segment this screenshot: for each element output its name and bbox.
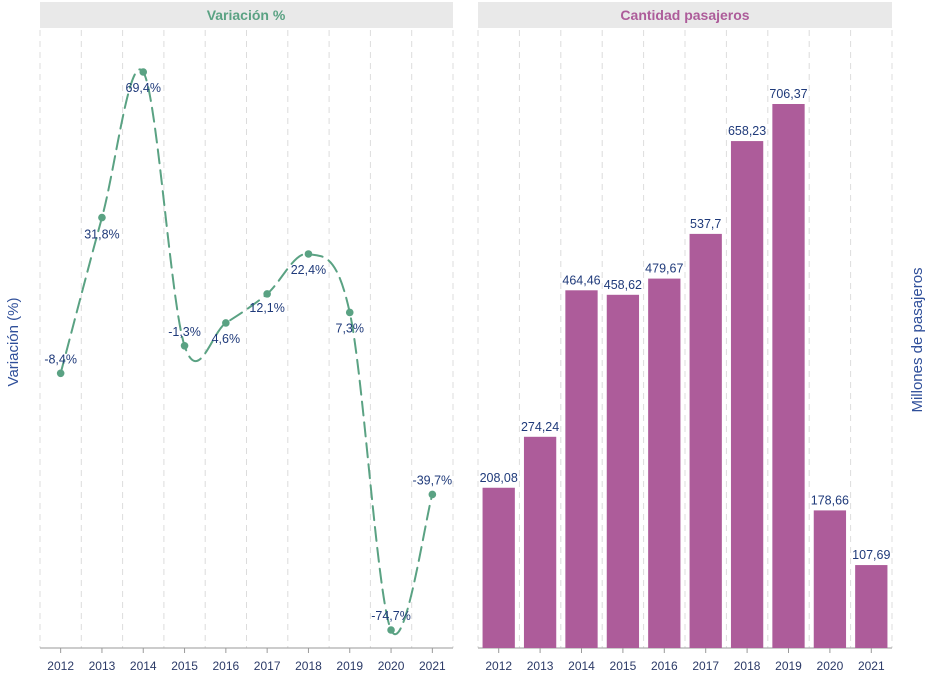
right-panel-title: Cantidad pasajeros	[620, 7, 749, 23]
right-x-tick-label: 2015	[610, 659, 637, 673]
right-x-tick-label: 2014	[568, 659, 595, 673]
left-grid	[39, 30, 454, 648]
bar-value-label: 706,37	[769, 87, 807, 101]
line-value-label: -8,4%	[44, 352, 77, 366]
line-value-label: 12,1%	[249, 301, 284, 315]
left-x-tick-label: 2018	[295, 659, 322, 673]
variation-line	[59, 68, 434, 635]
line-value-label: -39,7%	[413, 473, 453, 487]
bar-value-label: 458,62	[604, 278, 642, 292]
bar	[482, 487, 515, 648]
line-point	[428, 490, 437, 499]
right-x-tick-label: 2019	[775, 659, 802, 673]
line-point	[139, 68, 148, 76]
line-point	[222, 319, 230, 327]
bar	[689, 233, 722, 648]
line-value-label: 7,3%	[336, 321, 365, 335]
line-data-labels: -8,4% 31,8% 69,4% -1,3% 4,6% 12,1% 22,4% 7,3% -7…	[44, 81, 452, 623]
line-points	[56, 68, 437, 634]
line-value-label: 22,4%	[291, 263, 326, 277]
right-x-tick-label: 2012	[485, 659, 512, 673]
bar	[565, 290, 598, 648]
line-series	[59, 68, 434, 635]
left-x-tick-label: 2015	[171, 659, 198, 673]
bar-value-label: 537,7	[690, 217, 721, 231]
right-x-tick-label: 2020	[817, 659, 844, 673]
bar	[606, 294, 640, 648]
right-x-tick-label: 2018	[734, 659, 761, 673]
line-value-label: 69,4%	[126, 81, 161, 95]
bar-value-label: 178,66	[811, 493, 849, 507]
line-point	[98, 213, 106, 222]
right-x-tick-label: 2021	[858, 659, 885, 673]
right-y-axis-label: Millones de pasajeros	[909, 267, 926, 412]
left-x-tick-label: 2021	[419, 659, 446, 673]
left-x-tick-label: 2014	[130, 659, 157, 673]
right-x-axis: 2012 2013 2014 2015 2016 2017 2018 2019 2020 2021	[478, 647, 892, 673]
left-y-axis-label: Variación (%)	[5, 298, 22, 387]
left-x-tick-label: 2020	[378, 659, 405, 673]
left-panel-header	[40, 2, 453, 28]
line-point	[56, 369, 65, 378]
line-value-label: 4,6%	[212, 332, 241, 346]
left-x-tick-label: 2013	[89, 659, 116, 673]
left-panel-title: Variación %	[207, 7, 286, 23]
right-grid	[477, 30, 893, 648]
left-x-tick-label: 2019	[336, 659, 363, 673]
line-point	[180, 341, 189, 350]
right-x-tick-label: 2016	[651, 659, 678, 673]
bar	[730, 141, 764, 648]
left-x-tick-label: 2016	[212, 659, 239, 673]
line-point	[345, 308, 354, 317]
bar-value-label: 208,08	[480, 471, 518, 485]
right-x-tick-label: 2013	[527, 659, 554, 673]
left-x-axis: 2012 2013 2014 2015 2016 2017 2018 2019 2020 2021	[40, 647, 453, 673]
bar	[648, 278, 681, 648]
line-point	[304, 250, 313, 258]
left-x-tick-label: 2012	[47, 659, 74, 673]
bar-value-label: 479,67	[645, 262, 683, 276]
bar	[772, 104, 805, 648]
line-point	[387, 626, 395, 634]
right-panel-header	[478, 2, 892, 28]
bar-value-label: 274,24	[521, 420, 559, 434]
left-x-tick-label: 2017	[254, 659, 281, 673]
line-value-label: -74,7%	[371, 609, 411, 623]
bar-value-label: 658,23	[728, 124, 766, 138]
bar	[523, 436, 557, 648]
bar-series	[482, 104, 888, 648]
line-value-label: 31,8%	[84, 228, 119, 242]
bar-value-label: 107,69	[852, 548, 890, 562]
right-x-tick-label: 2017	[692, 659, 719, 673]
bar	[855, 565, 888, 648]
bar	[813, 510, 847, 648]
line-value-label: -1,3%	[168, 325, 201, 339]
line-point	[263, 290, 271, 298]
bar-value-label: 464,46	[562, 273, 600, 287]
